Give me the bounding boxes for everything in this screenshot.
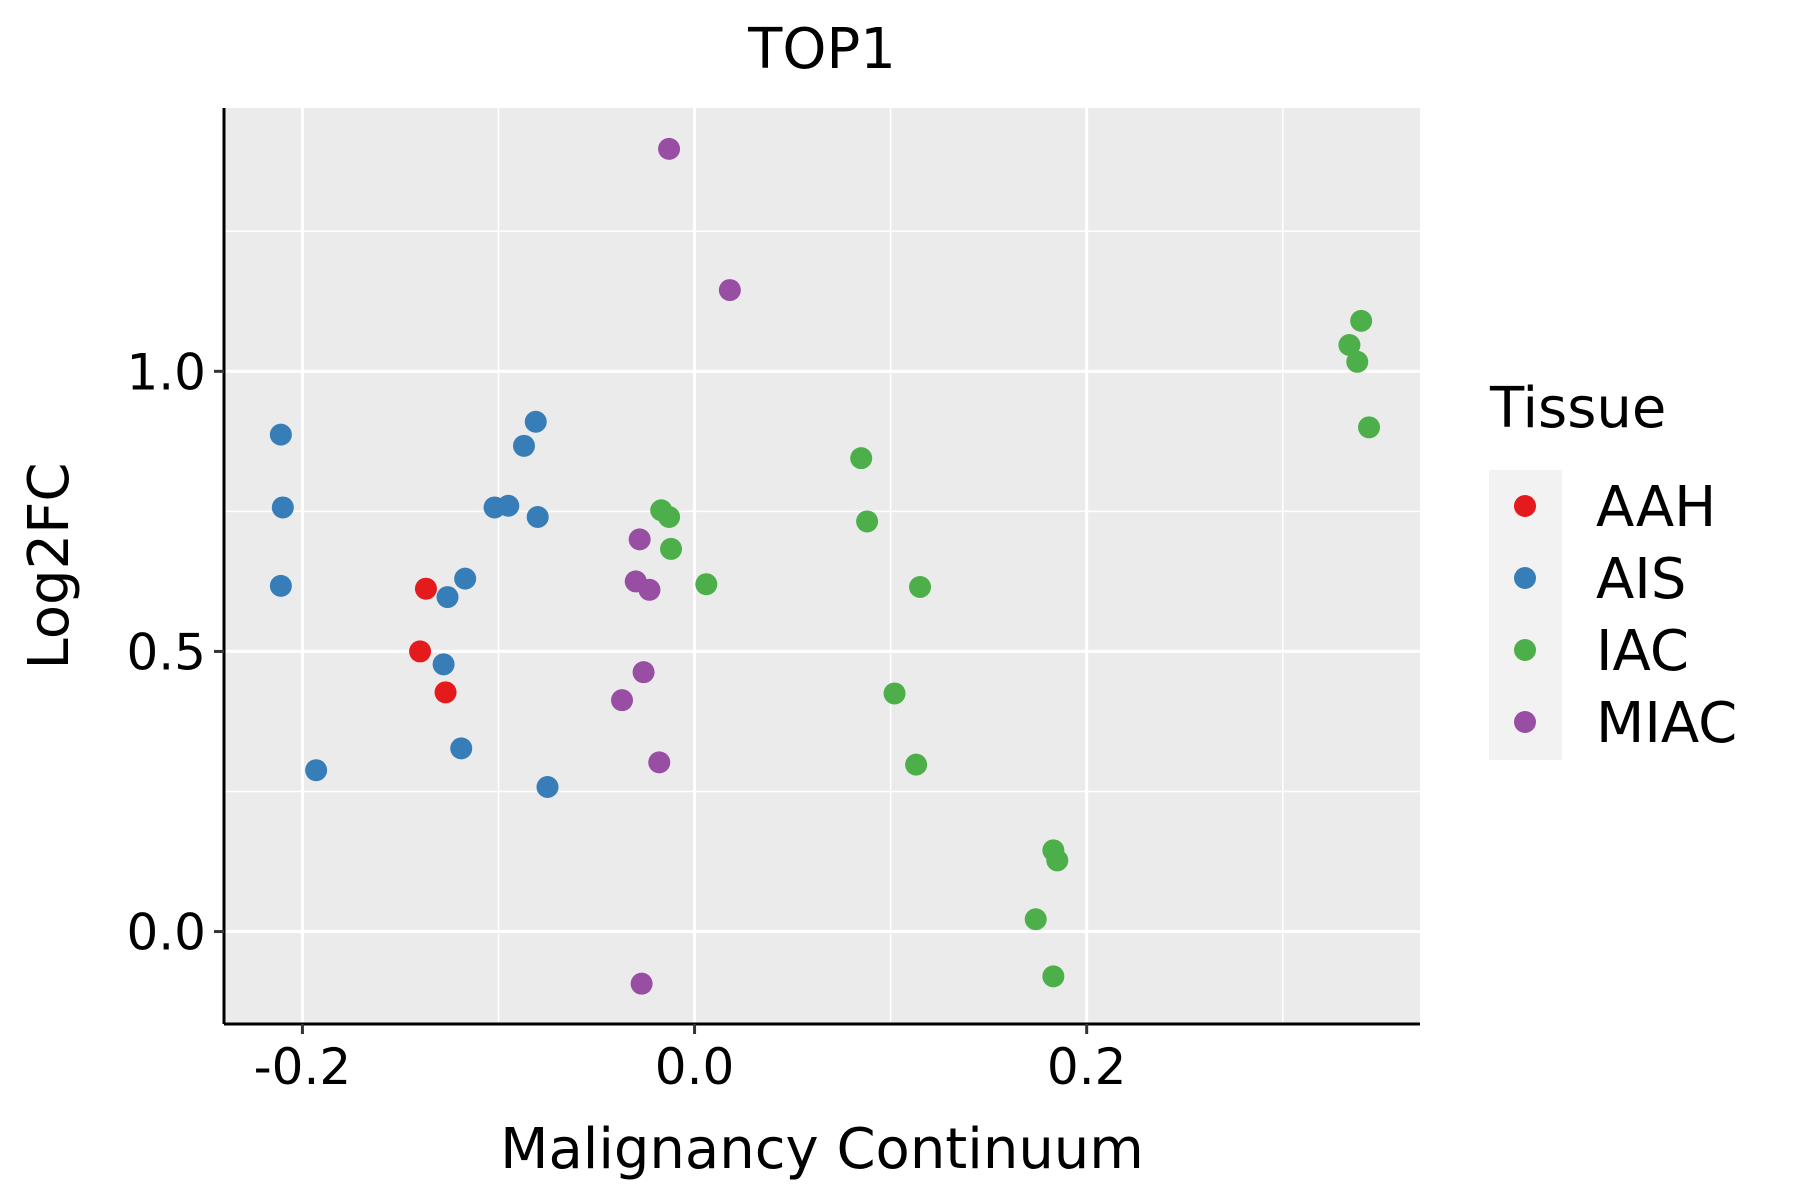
point-ais [497,494,520,517]
legend-key-iac [1514,639,1536,661]
point-ais [454,567,477,590]
point-miac [648,751,671,774]
point-aah [434,681,457,704]
legend-key-ais [1514,567,1536,589]
point-iac [658,505,681,528]
point-iac [1024,908,1047,931]
plot-panel [224,108,1420,1024]
point-iac [905,753,928,776]
data-points [269,137,1381,995]
point-ais [436,586,459,609]
y-axis-ticks: 0.0 0.5 1.0 [126,343,224,962]
chart-title: TOP1 [747,17,896,82]
point-ais [305,759,328,782]
point-aah [409,640,432,663]
point-ais [450,737,473,760]
point-miac [630,972,653,995]
legend-label-ais: AIS [1596,547,1686,612]
x-tick-label: -0.2 [254,1038,352,1096]
point-ais [269,423,292,446]
point-ais [524,410,547,433]
point-ais [271,496,294,519]
point-iac [1358,416,1381,439]
point-miac [638,578,661,601]
point-iac [883,682,906,705]
y-tick-label: 0.5 [126,623,206,681]
legend-items: AAH AIS IAC MIAC [1514,475,1737,756]
legend-label-iac: IAC [1596,619,1689,684]
point-miac [628,528,651,551]
point-ais [536,776,559,799]
point-ais [512,434,535,457]
y-tick-label: 0.0 [126,904,206,962]
y-tick-label: 1.0 [126,343,206,401]
legend-key-miac [1514,711,1536,733]
point-ais [269,574,292,597]
point-iac [660,537,683,560]
x-axis-ticks: -0.2 0.0 0.2 [254,1024,1127,1096]
legend: Tissue AAH AIS IAC MIAC [1489,376,1737,760]
y-axis-title: Log2FC [17,463,82,670]
point-miac [658,137,681,160]
point-miac [718,279,741,302]
point-miac [611,689,634,712]
legend-title: Tissue [1489,376,1666,441]
x-tick-label: 0.0 [655,1038,735,1096]
legend-label-miac: MIAC [1596,691,1737,756]
point-iac [909,576,932,599]
point-iac [1350,309,1373,332]
point-iac [850,447,873,470]
minor-gridlines [224,108,1420,1024]
point-iac [1042,965,1065,988]
point-iac [1346,350,1369,373]
point-iac [695,573,718,596]
point-ais [526,505,549,528]
point-aah [414,577,437,600]
legend-key-aah [1514,495,1536,517]
point-miac [632,661,655,684]
legend-label-aah: AAH [1596,475,1716,540]
point-iac [1046,849,1069,872]
point-iac [856,510,879,533]
point-iac [1338,333,1361,356]
x-tick-label: 0.2 [1047,1038,1127,1096]
x-axis-title: Malignancy Continuum [500,1117,1144,1182]
point-ais [432,653,455,676]
